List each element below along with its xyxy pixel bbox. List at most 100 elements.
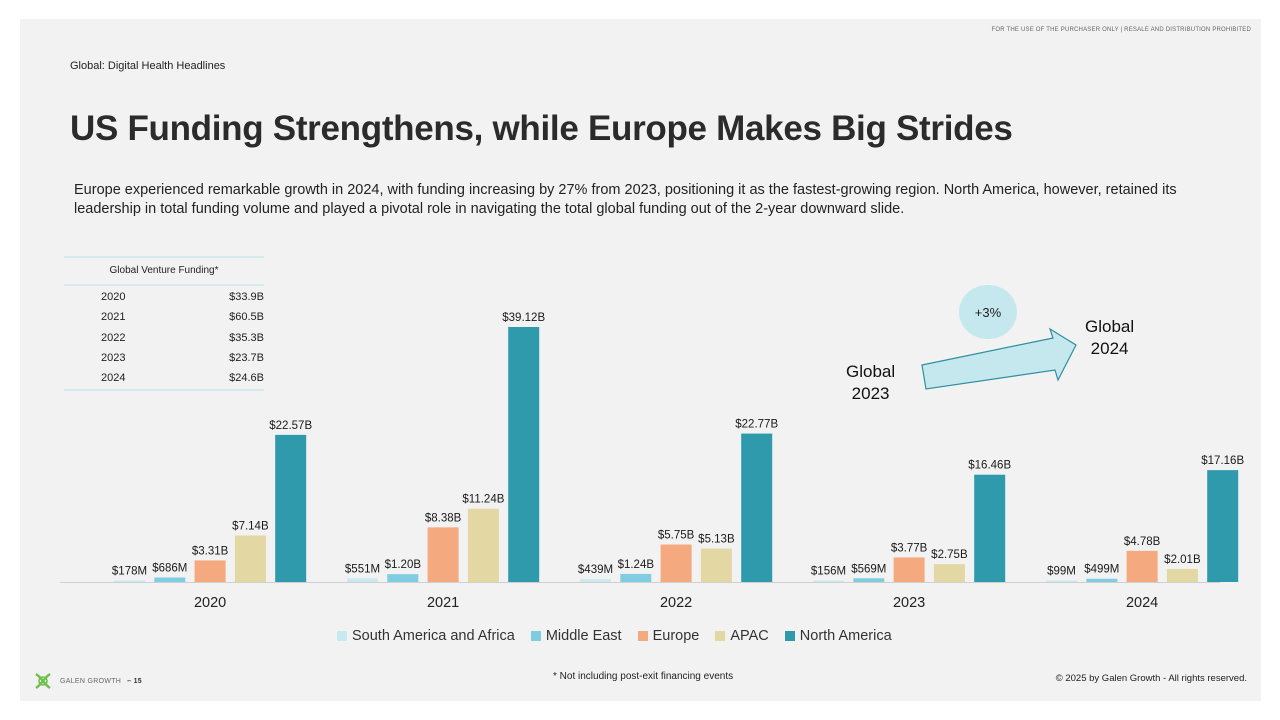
- bar: [154, 577, 186, 582]
- funding-value: $60.5B: [229, 311, 264, 324]
- footnote: * Not including post-exit financing even…: [553, 671, 734, 682]
- legend-label: Middle East: [545, 628, 622, 644]
- bar: [660, 544, 692, 582]
- legend-item: APAC: [715, 628, 769, 644]
- bar: [580, 579, 611, 582]
- funding-table-row: 2023 $23.7B: [64, 348, 264, 368]
- data-label: $1.24B: [618, 559, 655, 571]
- legend-swatch: [784, 631, 795, 641]
- funding-value: $23.7B: [229, 351, 264, 364]
- legend-item: North America: [784, 628, 892, 644]
- data-label: $99M: [1047, 566, 1076, 578]
- data-label: $439M: [578, 564, 613, 576]
- data-label: $8.38B: [425, 512, 462, 524]
- funding-year: 2023: [101, 351, 126, 364]
- disclaimer: FOR THE USE OF THE PURCHASER ONLY | RESA…: [991, 27, 1251, 33]
- section-label: Global: Digital Health Headlines: [70, 60, 226, 72]
- bar: [893, 557, 925, 582]
- brand-name: GALEN GROWTH: [60, 677, 122, 685]
- funding-table-row: 2020 $33.9B: [64, 287, 264, 307]
- data-label: $11.24B: [462, 494, 504, 506]
- legend-swatch: [637, 631, 648, 641]
- data-label: $2.75B: [931, 549, 968, 561]
- bar: [1046, 580, 1077, 582]
- funding-bar-chart: $178M $686M $3.31B $7.14B $22.57B 2020 $551M $1…: [60, 312, 1244, 611]
- funding-table-header: Global Venture Funding*: [64, 258, 264, 286]
- global-2023-line1: Global: [846, 362, 896, 381]
- funding-table-row: 2024 $24.6B: [64, 368, 264, 388]
- bar: [387, 574, 419, 582]
- bar: [234, 535, 266, 582]
- global-funding-table: Global Venture Funding* 2020 $33.9B 2021…: [64, 256, 264, 392]
- funding-table-row: 2021 $60.5B: [64, 307, 264, 327]
- legend-swatch: [337, 631, 347, 641]
- funding-value: $35.3B: [229, 331, 264, 344]
- data-label: $39.12B: [502, 312, 545, 324]
- data-label: $5.75B: [658, 530, 695, 542]
- page-title: US Funding Strengthens, while Europe Mak…: [70, 109, 1013, 148]
- x-tick-label: 2023: [893, 595, 925, 611]
- bar: [508, 327, 540, 582]
- chart-legend: South America and Africa Middle East Eur…: [337, 628, 892, 644]
- data-label: $551M: [345, 563, 380, 575]
- intro-paragraph: Europe experienced remarkable growth in …: [74, 182, 1177, 217]
- global-2024-label: Global 2024: [1085, 316, 1134, 360]
- bar: [933, 564, 965, 582]
- legend-item: South America and Africa: [337, 628, 515, 644]
- slide: FOR THE USE OF THE PURCHASER ONLY | RESA…: [20, 19, 1261, 701]
- bar: [1086, 578, 1118, 582]
- data-label: $2.01B: [1164, 554, 1201, 566]
- data-label: $17.16B: [1201, 455, 1244, 467]
- legend-swatch: [715, 631, 726, 641]
- data-label: $178M: [112, 566, 147, 578]
- legend-swatch: [530, 631, 541, 641]
- data-label: $16.46B: [968, 460, 1011, 472]
- funding-table-row: 2022 $35.3B: [64, 328, 264, 348]
- data-label: $686M: [152, 563, 187, 575]
- x-tick-label: 2020: [194, 595, 226, 611]
- data-label: $1.20B: [385, 559, 422, 571]
- growth-arrow-icon: [921, 327, 1077, 390]
- legend-label: APAC: [730, 628, 769, 644]
- global-2024-line1: Global: [1085, 317, 1135, 336]
- bar: [1207, 470, 1239, 582]
- funding-year: 2022: [101, 331, 126, 344]
- funding-value: $33.9B: [229, 291, 264, 303]
- funding-year: 2020: [101, 291, 126, 303]
- funding-value: $24.6B: [229, 372, 264, 385]
- data-label: $4.78B: [1124, 536, 1161, 548]
- bar: [853, 578, 885, 582]
- data-label: $3.31B: [192, 545, 229, 557]
- data-label: $5.13B: [698, 534, 735, 546]
- data-label: $499M: [1084, 564, 1119, 576]
- bar: [1166, 568, 1198, 582]
- copyright: © 2025 by Galen Growth - All rights rese…: [1055, 673, 1247, 684]
- data-label: $7.14B: [232, 520, 269, 532]
- funding-year: 2021: [101, 311, 126, 324]
- bar: [427, 527, 459, 582]
- legend-label: North America: [799, 628, 892, 644]
- bar: [813, 580, 844, 582]
- galen-growth-logo-icon: [35, 673, 51, 689]
- data-label: $22.57B: [269, 420, 312, 432]
- bar: [467, 508, 499, 582]
- bar: [620, 573, 652, 582]
- global-2023-label: Global 2023: [846, 361, 895, 405]
- bar: [974, 474, 1006, 582]
- x-tick-label: 2022: [660, 595, 692, 611]
- x-tick-label: 2024: [1126, 595, 1158, 611]
- legend-label: Europe: [652, 628, 700, 644]
- bar: [347, 578, 378, 582]
- brand: GALEN GROWTH – 15: [32, 670, 142, 692]
- data-label: $3.77B: [891, 542, 928, 554]
- data-label: $569M: [851, 563, 886, 575]
- bar: [741, 433, 773, 582]
- x-tick-label: 2021: [427, 595, 459, 611]
- legend-item: Europe: [637, 628, 700, 644]
- bar: [700, 548, 732, 582]
- bar: [114, 580, 145, 582]
- legend-item: Middle East: [530, 628, 622, 644]
- funding-year: 2024: [101, 372, 126, 385]
- bar: [275, 434, 307, 582]
- data-label: $22.77B: [735, 419, 778, 431]
